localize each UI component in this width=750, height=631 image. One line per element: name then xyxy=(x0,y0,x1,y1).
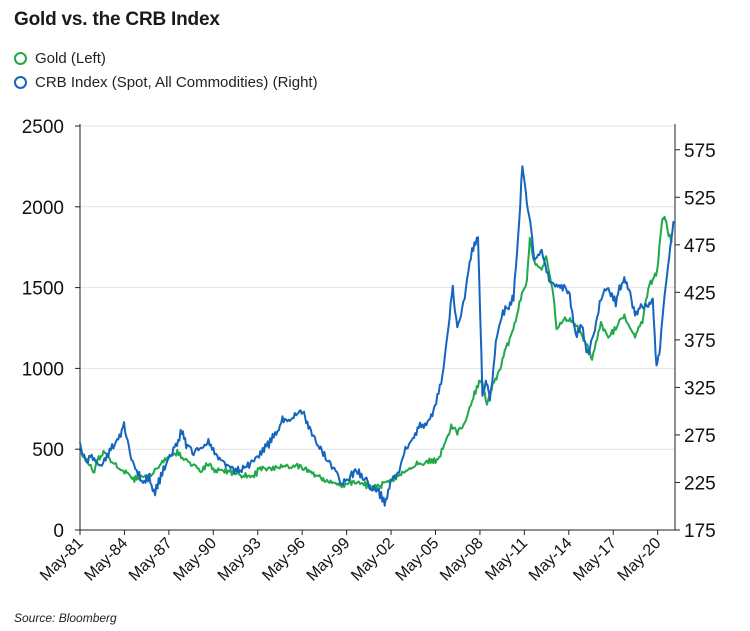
y-left-tick-label: 2000 xyxy=(22,198,64,219)
x-tick-label: May-20 xyxy=(615,535,665,585)
source-note: Source: Bloomberg xyxy=(14,611,117,625)
x-tick-label: May-93 xyxy=(215,535,265,585)
crb-legend-marker-icon xyxy=(14,76,27,89)
x-tick-label: May-08 xyxy=(437,535,487,585)
y-right-tick-label: 325 xyxy=(684,378,716,399)
x-tick-label: May-96 xyxy=(259,535,309,585)
y-right-tick-label: 275 xyxy=(684,426,716,447)
x-tick-label: May-90 xyxy=(170,535,220,585)
y-left-tick-label: 2500 xyxy=(22,117,64,138)
legend-item-gold: Gold (Left) xyxy=(14,50,106,67)
chart-title: Gold vs. the CRB Index xyxy=(14,9,220,30)
y-left-tick-label: 1500 xyxy=(22,279,64,300)
y-right-tick-label: 375 xyxy=(684,331,716,352)
y-right-tick-label: 475 xyxy=(684,236,716,257)
y-right-tick-label: 575 xyxy=(684,141,716,162)
y-left-tick-label: 0 xyxy=(53,521,64,542)
y-left-tick-label: 1000 xyxy=(22,359,64,380)
y-right-tick-label: 525 xyxy=(684,188,716,209)
x-tick-label: May-99 xyxy=(304,535,354,585)
x-tick-label: May-87 xyxy=(126,535,176,585)
gold-series-line xyxy=(79,215,673,491)
x-tick-label: May-84 xyxy=(82,535,132,585)
x-tick-label: May-05 xyxy=(393,535,443,585)
x-tick-label: May-02 xyxy=(348,535,398,585)
legend-label-crb: CRB Index (Spot, All Commodities) (Right… xyxy=(35,74,318,91)
legend-label-gold: Gold (Left) xyxy=(35,50,106,67)
legend-item-crb: CRB Index (Spot, All Commodities) (Right… xyxy=(14,74,318,91)
gold-legend-marker-icon xyxy=(14,52,27,65)
y-left-tick-label: 500 xyxy=(32,440,64,461)
x-tick-label: May-17 xyxy=(570,535,620,585)
x-tick-label: May-81 xyxy=(37,535,87,585)
y-right-tick-label: 425 xyxy=(684,283,716,304)
crb-series-line xyxy=(79,165,675,507)
y-right-tick-label: 225 xyxy=(684,473,716,494)
x-tick-label: May-14 xyxy=(526,535,576,585)
y-right-tick-label: 175 xyxy=(684,521,716,542)
x-tick-label: May-11 xyxy=(482,535,531,584)
